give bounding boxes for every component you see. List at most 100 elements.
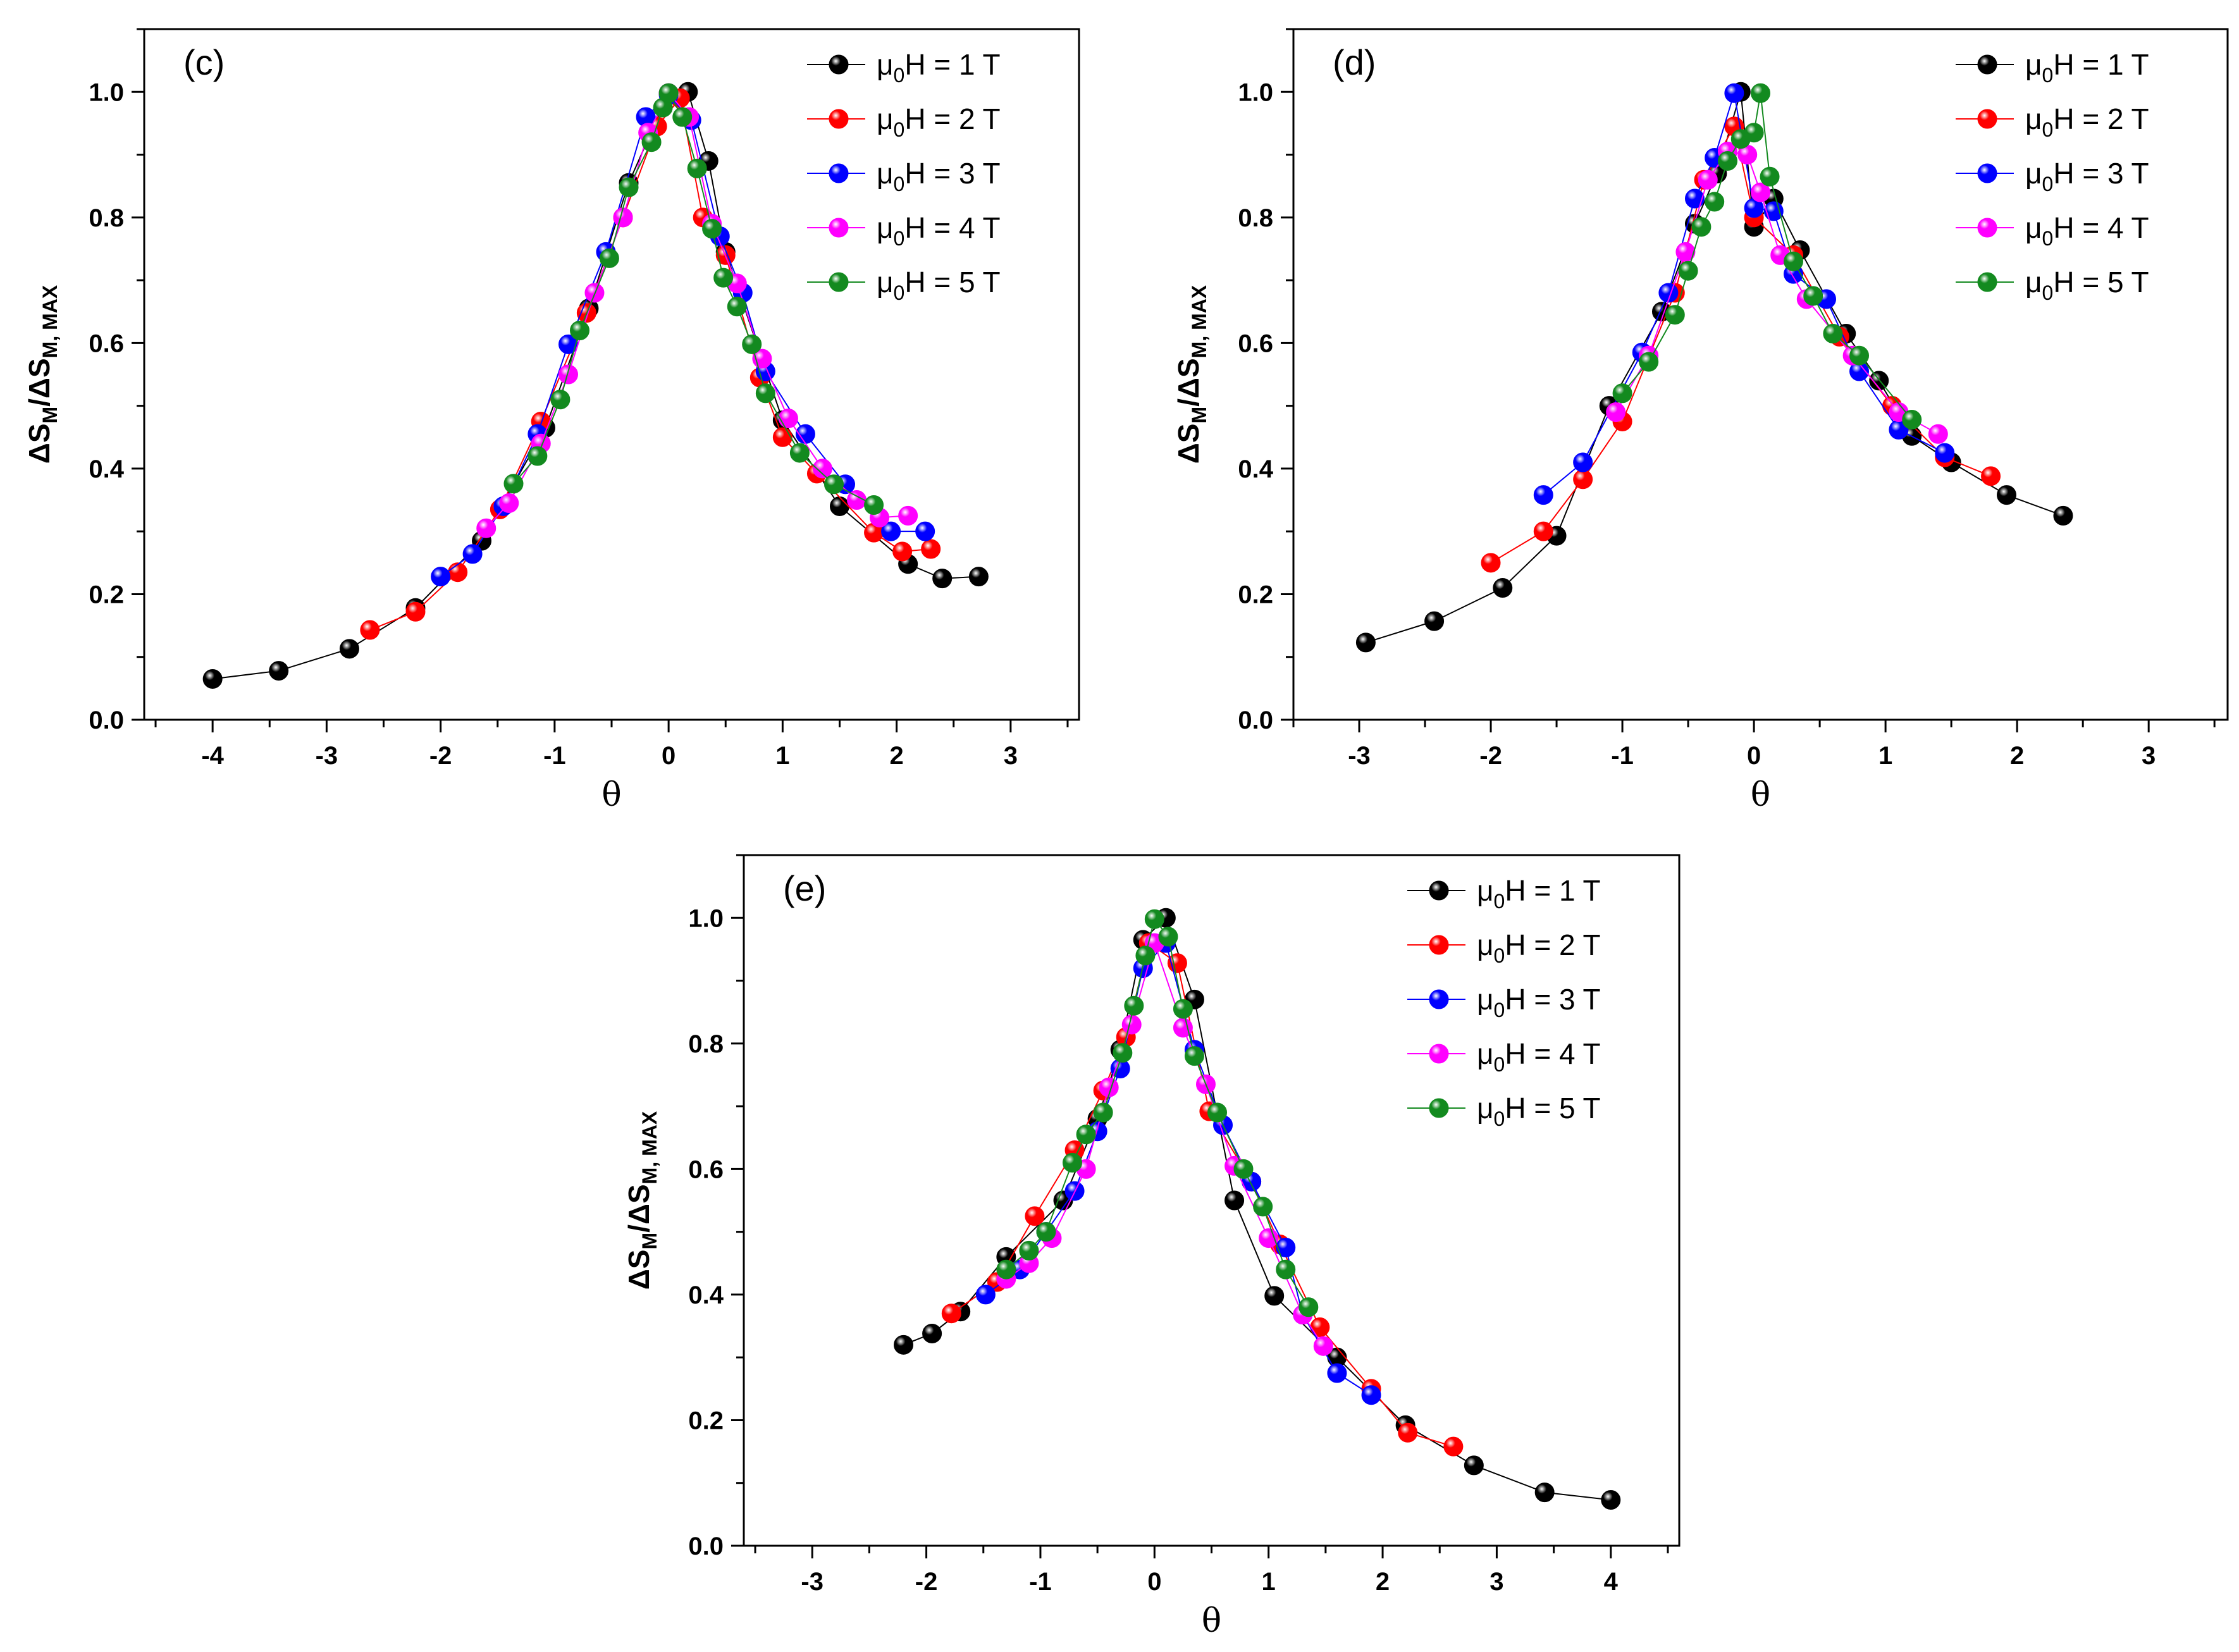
legend-item: μ0H = 1 T [1407,874,1601,913]
data-point [1327,1363,1347,1383]
data-point [1684,188,1705,209]
data-point [1678,261,1698,281]
data-point [1313,1336,1333,1356]
x-tick-label: -4 [201,742,224,770]
data-point [742,334,762,354]
series-5 [996,909,1319,1317]
data-point [658,83,679,103]
legend-item: μ0H = 1 T [807,48,1001,87]
data-point [968,567,989,587]
legend-marker [1977,163,1997,183]
data-point [269,661,289,681]
data-point [892,541,913,562]
data-point [932,569,953,589]
data-point [1691,217,1712,237]
data-point [1902,409,1922,429]
data-point [1361,1385,1381,1405]
data-point [1298,1297,1319,1317]
x-tick-label: -1 [1611,742,1634,770]
x-tick-label: 1 [1878,742,1892,770]
data-point [503,474,524,494]
data-point [1724,83,1744,103]
legend: μ0H = 1 T μ0H = 2 T μ0H = 3 T μ0H = 4 T μ0H … [807,48,1001,304]
legend-label: μ0H = 2 T [2025,102,2149,141]
data-point [1224,1190,1245,1211]
series-2 [1481,116,2001,573]
data-point [1705,192,1725,212]
data-point [1464,1455,1484,1476]
legend-label: μ0H = 1 T [877,48,1001,87]
y-tick-label: 1.0 [688,904,724,932]
series-line [1006,918,1309,1308]
data-point [1398,1422,1418,1443]
legend-item: μ0H = 2 T [807,102,1001,141]
data-point [599,248,619,268]
y-tick-label: 1.0 [1238,78,1273,106]
data-point [1036,1222,1056,1242]
series-line [513,91,875,506]
x-tick-label: 1 [775,742,789,770]
data-point [1135,946,1156,966]
data-point [922,1323,942,1343]
data-point [1601,1490,1621,1510]
data-point [619,177,639,197]
legend-marker [1429,989,1449,1009]
series-line [213,91,979,680]
data-point [1253,1197,1273,1217]
data-point [915,521,935,541]
data-point [1823,323,1843,343]
legend-label: μ0H = 3 T [2025,157,2149,195]
plot-frame [1292,28,2229,721]
chart-panel-3: -3 -2 -1 0 1 2 3 4 0.0 0.2 0.4 0.6 0.8 1.0 θ ΔSM/ΔSM, M… [622,854,1681,1640]
data-point [1639,352,1659,372]
data-point [558,364,579,385]
x-tick-label: -1 [1029,1568,1052,1596]
data-point [1424,611,1445,631]
data-point [713,268,734,288]
legend-marker [829,163,849,183]
data-point [1698,170,1718,190]
legend-label: μ0H = 2 T [1477,928,1601,967]
series-line [951,942,1454,1448]
legend-marker [829,109,849,129]
legend-label: μ0H = 5 T [1477,1092,1601,1130]
data-point [1113,1043,1133,1063]
data-point [755,383,775,404]
legend-marker [1429,1098,1449,1118]
x-axis-title: θ [1751,776,1770,814]
y-axis-title: ΔSM/ΔSM, MAX [622,1111,661,1290]
data-point [1481,553,1501,573]
x-tick-label: 2 [889,742,903,770]
y-tick-label: 0.6 [1238,330,1273,357]
data-point [1076,1125,1096,1145]
x-tick-label: 1 [1262,1568,1276,1596]
y-tick-label: 0.8 [688,1030,724,1058]
data-point [570,321,590,341]
data-point [527,446,548,466]
y-tick-label: 0.4 [89,455,124,483]
data-point [405,601,426,622]
x-tick-label: 3 [1004,742,1018,770]
data-point [1573,469,1593,490]
legend-item: μ0H = 4 T [1407,1037,1601,1076]
legend-label: μ0H = 2 T [877,102,1001,141]
legend-marker [1977,272,1997,292]
data-point [641,132,662,152]
legend-label: μ0H = 4 T [2025,211,2149,250]
legend-marker [1429,1044,1449,1064]
panel-label: (e) [783,868,826,908]
y-tick-label: 0.0 [688,1532,724,1560]
y-tick-label: 0.8 [89,204,124,232]
data-point [1173,999,1193,1019]
data-point [727,297,747,317]
data-point [431,567,451,587]
y-tick-label: 0.2 [688,1407,724,1434]
data-point [894,1335,914,1355]
data-point [823,474,844,495]
y-tick-label: 0.0 [89,706,124,734]
data-point [1276,1259,1296,1279]
data-point [1573,452,1593,472]
legend-marker [829,218,849,238]
legend-item: μ0H = 4 T [1956,211,2149,250]
